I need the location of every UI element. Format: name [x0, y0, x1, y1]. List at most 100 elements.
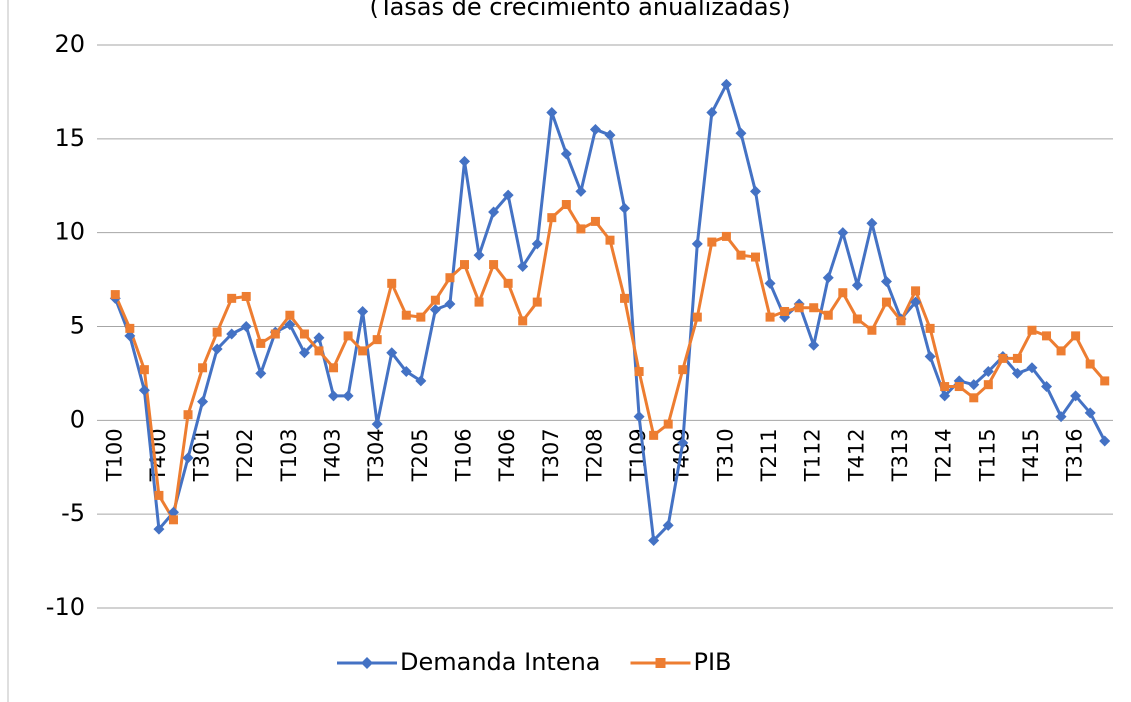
point-marker: [677, 437, 689, 449]
point-marker: [968, 379, 980, 391]
chart-subtitle: (Tasas de crecimiento anualizadas): [370, 0, 791, 21]
point-marker: [867, 325, 877, 335]
x-tick-label: T313: [888, 428, 912, 482]
point-marker: [139, 365, 149, 375]
point-marker: [167, 506, 179, 518]
point-marker: [940, 382, 950, 392]
point-marker: [954, 382, 964, 392]
point-marker: [518, 316, 528, 326]
x-tick-label: T100: [102, 428, 126, 482]
point-marker: [124, 330, 136, 342]
point-marker: [1100, 376, 1110, 386]
point-marker: [400, 366, 412, 378]
point-marker: [241, 291, 251, 301]
point-marker: [838, 288, 848, 298]
x-tick-label: T211: [757, 428, 781, 482]
point-marker: [503, 278, 513, 288]
point-marker: [575, 185, 587, 197]
point-marker: [604, 129, 616, 141]
point-marker: [299, 329, 309, 339]
point-marker: [765, 312, 775, 322]
point-marker: [502, 189, 514, 201]
point-marker: [998, 353, 1008, 363]
point-marker: [531, 238, 543, 250]
legend-label: Demanda Intena: [400, 648, 601, 676]
point-marker: [706, 107, 718, 119]
point-marker: [416, 312, 426, 322]
point-marker: [255, 367, 267, 379]
point-marker: [328, 390, 340, 402]
point-marker: [227, 293, 237, 303]
x-tick-label: T202: [233, 428, 257, 482]
point-marker: [430, 295, 440, 305]
legend-marker: [655, 658, 666, 668]
point-marker: [605, 235, 615, 245]
point-marker: [837, 227, 849, 239]
point-marker: [780, 306, 790, 316]
point-marker: [648, 534, 660, 546]
point-marker: [110, 290, 120, 300]
point-marker: [721, 231, 731, 241]
point-marker: [444, 298, 456, 310]
x-tick-label: T205: [408, 428, 432, 482]
point-marker: [212, 327, 222, 337]
point-marker: [401, 310, 411, 320]
point-marker: [1099, 435, 1111, 447]
point-marker: [371, 418, 383, 430]
x-tick-label: T115: [975, 428, 999, 482]
point-marker: [866, 217, 878, 229]
point-marker: [691, 238, 703, 250]
point-marker: [226, 328, 238, 340]
point-marker: [343, 331, 353, 341]
point-marker: [851, 279, 863, 291]
point-marker: [663, 419, 673, 429]
point-marker: [197, 396, 209, 408]
point-marker: [896, 316, 906, 326]
point-marker: [982, 366, 994, 378]
point-marker: [1071, 331, 1081, 341]
point-marker: [925, 323, 935, 333]
point-marker: [1011, 367, 1023, 379]
point-marker: [458, 155, 470, 167]
x-tick-label: T316: [1063, 428, 1087, 482]
point-marker: [633, 411, 645, 423]
point-marker: [386, 347, 398, 359]
x-tick-label: T307: [539, 428, 563, 482]
point-marker: [488, 206, 500, 218]
y-tick-label: -5: [61, 499, 85, 527]
point-marker: [924, 351, 936, 363]
x-tick-label: T406: [495, 428, 519, 482]
point-marker: [517, 260, 529, 272]
x-tick-label: T403: [321, 428, 345, 482]
point-marker: [983, 380, 993, 390]
point-marker: [372, 335, 382, 345]
legend-label: PIB: [694, 648, 732, 676]
point-marker: [590, 216, 600, 226]
x-tick-label: T208: [582, 428, 606, 482]
point-marker: [720, 78, 732, 90]
point-marker: [183, 410, 193, 420]
point-marker: [415, 375, 427, 387]
y-tick-label: 20: [54, 30, 85, 58]
point-marker: [1055, 411, 1067, 423]
point-marker: [751, 252, 761, 262]
x-tick-label: T103: [277, 428, 301, 482]
point-marker: [182, 452, 194, 464]
point-marker: [969, 393, 979, 403]
point-marker: [270, 329, 280, 339]
point-marker: [474, 297, 484, 307]
point-marker: [619, 202, 631, 214]
point-marker: [298, 347, 310, 359]
point-marker: [387, 278, 397, 288]
point-marker: [125, 323, 135, 333]
point-marker: [852, 314, 862, 324]
point-marker: [764, 277, 776, 289]
legend-marker: [361, 657, 373, 669]
point-marker: [911, 286, 921, 296]
point-marker: [168, 515, 178, 525]
point-marker: [1042, 331, 1052, 341]
point-marker: [589, 123, 601, 135]
x-tick-label: T214: [932, 428, 956, 482]
point-marker: [211, 343, 223, 355]
